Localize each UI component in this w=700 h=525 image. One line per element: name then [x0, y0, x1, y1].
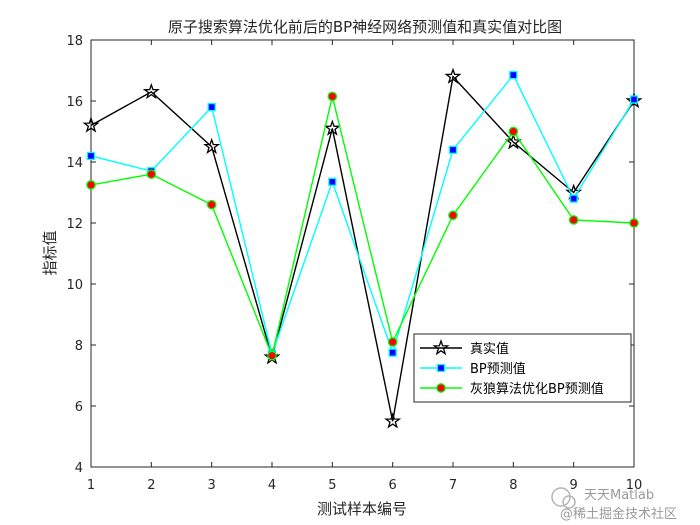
y-tick-label: 14 — [66, 156, 83, 171]
watermark-line2: @稀土掘金技术社区 — [560, 506, 677, 522]
legend-entry: 真实值 — [470, 341, 509, 357]
data-point — [323, 119, 341, 136]
x-tick-label: 9 — [570, 478, 578, 493]
data-point — [629, 95, 639, 104]
data-point — [444, 67, 462, 84]
x-tick-label: 3 — [208, 478, 216, 493]
data-point — [267, 350, 277, 361]
x-tick-label: 7 — [449, 478, 457, 493]
data-point — [625, 92, 643, 109]
data-point — [86, 151, 96, 161]
data-point — [207, 102, 216, 112]
data-point — [328, 177, 337, 186]
y-tick-label: 6 — [75, 400, 83, 415]
data-point — [82, 116, 100, 133]
data-point — [203, 137, 221, 155]
x-tick-label: 1 — [87, 478, 95, 493]
data-point — [86, 180, 96, 190]
legend-entry: 灰狼算法优化BP预测值 — [470, 381, 604, 397]
data-point — [388, 348, 397, 357]
x-tick-label: 8 — [509, 478, 517, 493]
data-point — [142, 82, 160, 100]
y-tick-label: 10 — [66, 278, 83, 293]
data-point — [384, 412, 402, 429]
chart-title: 原子搜索算法优化前后的BP神经网络预测值和真实值对比图 — [168, 18, 562, 36]
wechat-icon — [551, 487, 571, 507]
y-tick-label: 18 — [66, 34, 83, 49]
data-point — [508, 126, 519, 137]
watermark-line1: 天天Matlab — [584, 488, 654, 503]
series-line — [90, 96, 635, 359]
series-layer — [82, 67, 643, 429]
watermark: 天天Matlab @稀土掘金技术社区 — [551, 487, 677, 522]
legend-marker — [436, 363, 446, 373]
data-point — [206, 199, 217, 210]
y-tick-label: 16 — [66, 95, 83, 110]
y-axis-label: 指标值 — [41, 230, 59, 275]
x-tick-label: 10 — [626, 478, 643, 493]
plot-area — [90, 39, 635, 468]
data-point — [146, 169, 157, 180]
data-point — [448, 210, 458, 221]
y-tick-label: 8 — [75, 339, 83, 354]
legend-marker — [436, 383, 446, 393]
data-point — [387, 337, 398, 347]
data-point — [629, 218, 639, 228]
series-line — [90, 75, 635, 422]
wechat-icon-small — [562, 495, 576, 509]
data-point — [327, 91, 338, 102]
x-tick-label: 5 — [328, 478, 336, 493]
series-3 — [86, 91, 639, 361]
data-point — [509, 70, 518, 80]
y-tick-label: 12 — [66, 217, 83, 232]
legend-entry: BP预测值 — [470, 361, 526, 377]
legend-marker — [432, 339, 450, 356]
x-tick-label: 4 — [268, 478, 276, 493]
y-tick-label: 4 — [75, 461, 83, 476]
x-axis-label: 测试样本编号 — [317, 500, 407, 518]
data-point — [568, 215, 579, 225]
data-point — [569, 194, 578, 203]
series-line — [90, 73, 635, 357]
x-tick-label: 6 — [389, 478, 397, 493]
x-tick-label: 2 — [147, 478, 155, 493]
data-point — [448, 145, 458, 154]
